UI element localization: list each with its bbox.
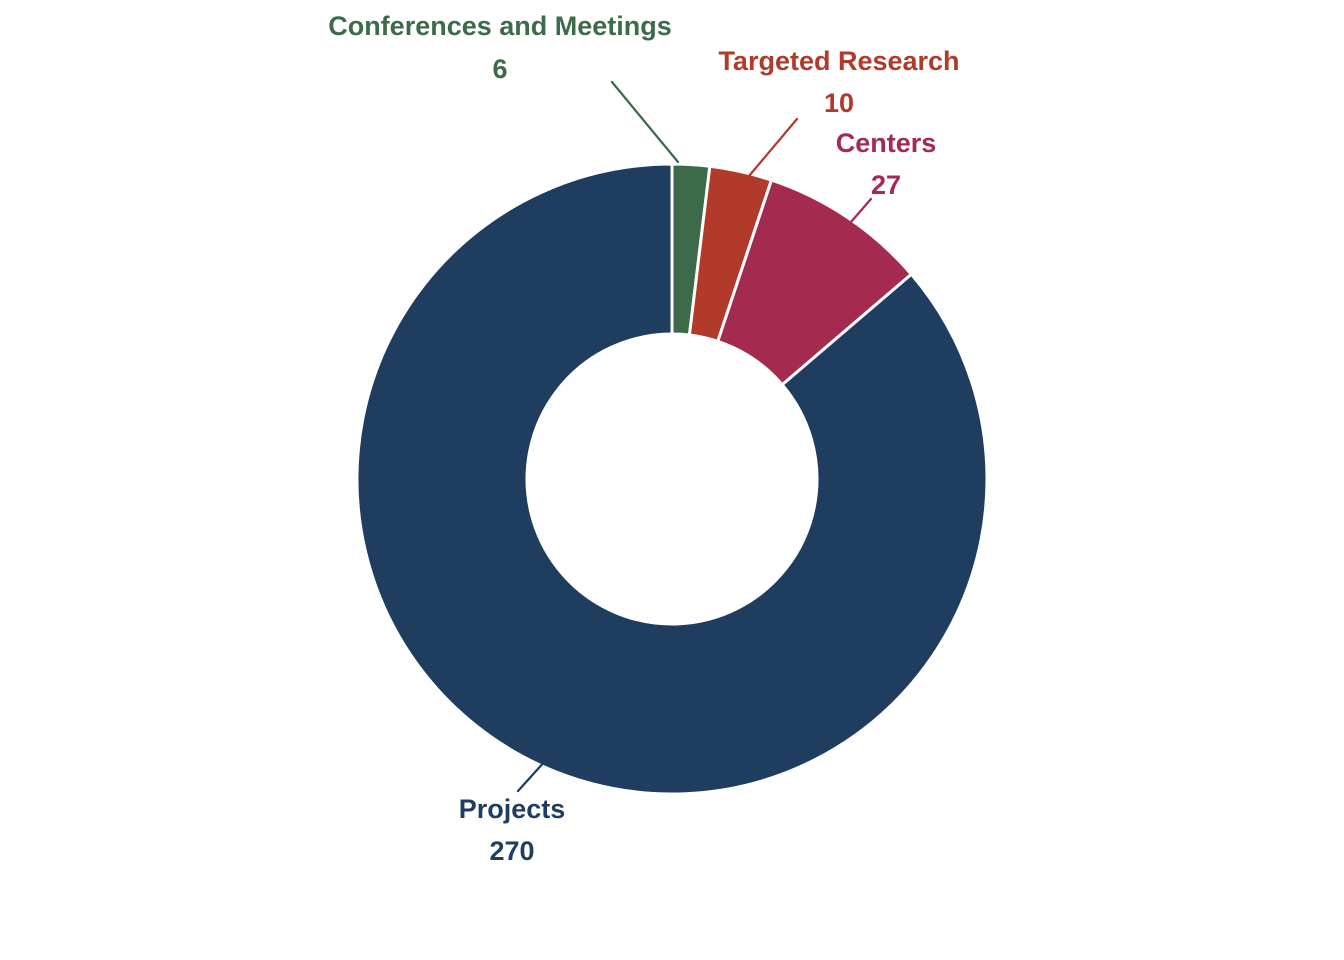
- label-projects-value: 270: [489, 836, 534, 866]
- label-centers-name: Centers: [836, 128, 937, 158]
- label-centers-value: 27: [871, 170, 901, 200]
- label-targeted-research-value: 10: [824, 88, 854, 118]
- label-conferences-and-meetings: Conferences and Meetings 6: [328, 11, 672, 84]
- slice-projects: [355, 162, 989, 796]
- label-centers: Centers 27: [836, 128, 937, 200]
- label-targeted-research-name: Targeted Research: [718, 46, 959, 76]
- leader-lines: [516, 80, 873, 793]
- leader-line-projects: [516, 758, 548, 793]
- label-projects-name: Projects: [459, 794, 566, 824]
- label-conferences-and-meetings-value: 6: [492, 54, 507, 84]
- leader-line-conferences-and-meetings: [610, 80, 680, 164]
- donut-slices: [355, 162, 989, 796]
- label-projects: Projects 270: [459, 794, 566, 866]
- leader-line-centers: [835, 197, 873, 240]
- leader-line-targeted-research: [747, 117, 799, 178]
- label-targeted-research: Targeted Research 10: [718, 46, 959, 118]
- label-conferences-and-meetings-name: Conferences and Meetings: [328, 11, 672, 41]
